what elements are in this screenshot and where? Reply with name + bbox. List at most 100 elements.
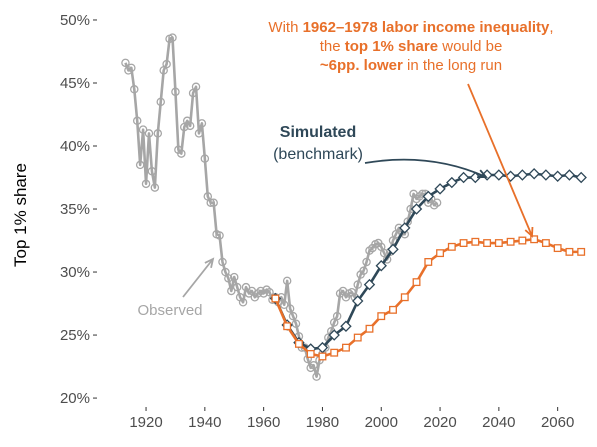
annotation-text: , bbox=[549, 19, 553, 36]
point bbox=[185, 121, 195, 131]
annotation-text: would be bbox=[438, 38, 502, 55]
point bbox=[147, 166, 157, 176]
point bbox=[197, 119, 207, 128]
point bbox=[352, 295, 364, 307]
point bbox=[377, 312, 386, 321]
x-tick-label: 1960 bbox=[247, 414, 280, 431]
point bbox=[306, 350, 315, 358]
y-tick-label: 45% bbox=[60, 75, 90, 92]
x-tick-label: 2040 bbox=[482, 414, 515, 431]
series-line bbox=[274, 237, 582, 358]
point bbox=[271, 294, 280, 303]
point bbox=[422, 190, 435, 203]
arrow-head bbox=[476, 169, 488, 179]
point bbox=[232, 282, 242, 292]
point bbox=[389, 305, 397, 314]
point bbox=[224, 274, 233, 283]
point bbox=[285, 304, 295, 313]
point bbox=[135, 160, 145, 170]
point bbox=[365, 324, 374, 333]
point bbox=[565, 247, 574, 256]
point bbox=[447, 242, 456, 251]
arrow-head bbox=[524, 226, 534, 238]
annotation-arrow bbox=[364, 158, 487, 178]
annotation-text: With bbox=[268, 19, 302, 36]
point bbox=[434, 183, 446, 195]
point bbox=[353, 333, 362, 342]
annotation-text: the bbox=[320, 38, 345, 55]
point bbox=[291, 319, 301, 328]
point bbox=[130, 85, 139, 94]
annotation: the top 1% share would be bbox=[320, 38, 503, 55]
point bbox=[309, 361, 318, 370]
annotation: ~6pp. lower in the long run bbox=[320, 57, 502, 74]
point bbox=[171, 87, 180, 97]
point bbox=[353, 280, 362, 289]
point bbox=[265, 287, 274, 297]
annotation-text: in the long run bbox=[403, 57, 502, 74]
point bbox=[218, 257, 227, 267]
point bbox=[194, 129, 204, 138]
point bbox=[318, 352, 327, 361]
x-tick-label: 2000 bbox=[365, 414, 398, 431]
point bbox=[191, 82, 201, 92]
point bbox=[340, 320, 352, 332]
point bbox=[229, 272, 239, 282]
point bbox=[516, 169, 529, 181]
point bbox=[121, 58, 130, 68]
annotation: Observed bbox=[137, 302, 202, 319]
point bbox=[412, 278, 421, 287]
annotation: (benchmark) bbox=[273, 146, 363, 163]
point bbox=[209, 198, 218, 207]
point bbox=[132, 116, 142, 126]
x-tick-label: 2060 bbox=[541, 414, 574, 431]
point bbox=[215, 231, 224, 240]
y-tick-label: 35% bbox=[60, 201, 90, 218]
point bbox=[528, 168, 540, 180]
point bbox=[359, 266, 368, 276]
point bbox=[530, 235, 539, 244]
point bbox=[563, 169, 576, 181]
y-tick-label: 20% bbox=[60, 390, 90, 407]
point bbox=[282, 276, 292, 286]
point bbox=[168, 33, 177, 42]
point bbox=[127, 63, 136, 73]
point bbox=[457, 171, 470, 184]
point bbox=[362, 257, 371, 267]
point bbox=[483, 239, 492, 247]
annotation-text: 1962–1978 labor income inequality bbox=[303, 19, 550, 36]
point bbox=[410, 203, 423, 215]
y-tick-label: 40% bbox=[60, 138, 90, 155]
point bbox=[518, 236, 527, 245]
point bbox=[156, 97, 165, 107]
annotation-text: ~6pp. lower bbox=[320, 57, 403, 74]
y-tick-label: 25% bbox=[60, 327, 90, 344]
x-tick-label: 1980 bbox=[306, 414, 339, 431]
point bbox=[424, 258, 433, 266]
point bbox=[577, 247, 586, 256]
point bbox=[288, 311, 298, 321]
point bbox=[363, 278, 376, 291]
point bbox=[279, 300, 289, 310]
point bbox=[432, 198, 442, 207]
point bbox=[144, 129, 154, 138]
point bbox=[493, 169, 505, 181]
point bbox=[471, 237, 480, 246]
point bbox=[494, 239, 503, 247]
annotation-text: (benchmark) bbox=[273, 146, 363, 163]
point bbox=[575, 171, 587, 184]
point bbox=[238, 298, 248, 307]
point bbox=[332, 311, 342, 321]
point bbox=[150, 183, 160, 192]
point bbox=[330, 348, 339, 357]
x-tick-label: 1920 bbox=[129, 414, 162, 431]
point bbox=[200, 154, 210, 163]
arrow-head bbox=[204, 257, 215, 268]
point bbox=[138, 125, 148, 134]
annotation-text: top 1% share bbox=[345, 38, 438, 55]
point bbox=[375, 260, 387, 272]
y-axis-label: Top 1% share bbox=[11, 163, 30, 267]
point bbox=[312, 372, 321, 381]
point bbox=[328, 329, 340, 341]
